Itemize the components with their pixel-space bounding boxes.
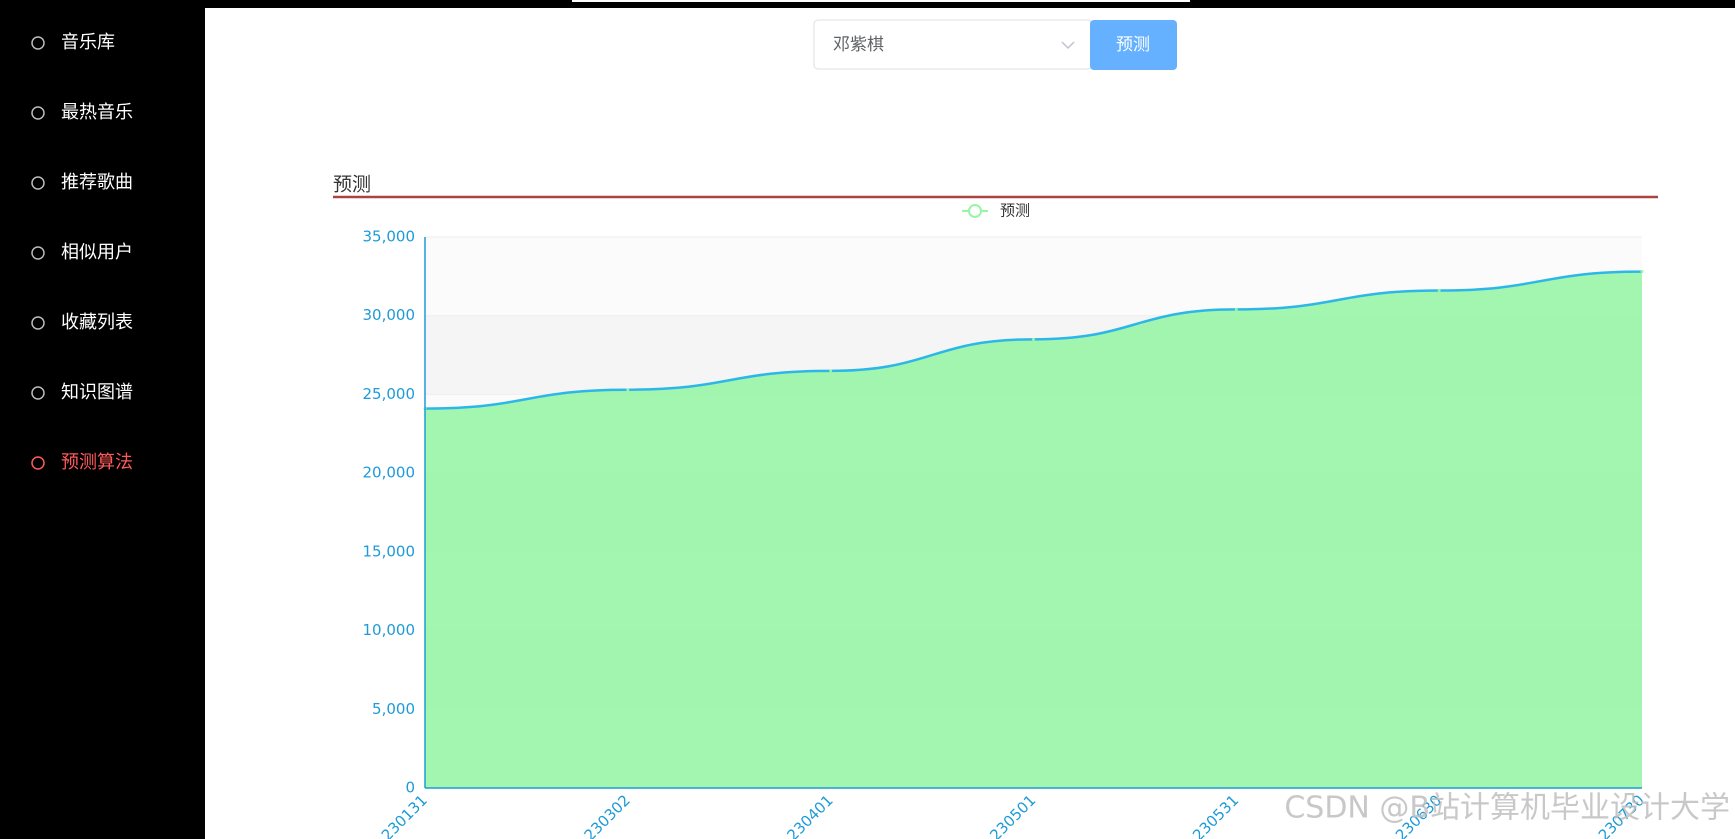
menu-item[interactable]: 最热音乐 [31,102,133,123]
menu-icon [31,246,45,260]
y-tick-label: 20,000 [363,464,416,482]
top-strip [205,0,1735,8]
menu-icon [31,456,45,470]
predict-button[interactable] [1090,20,1177,70]
point [829,369,833,373]
menu-label: 知识图谱 [61,382,133,403]
menu-item[interactable]: 音乐库 [31,32,115,53]
menu-label: 最热音乐 [61,102,133,123]
y-tick-label: 15,000 [363,542,416,560]
watermark: CSDN @B站计算机毕业设计大学 [1284,791,1730,826]
x-tick-label: 230531 [1189,791,1242,839]
y-tick-label: 30,000 [363,306,416,324]
menu-label: 收藏列表 [61,312,133,333]
y-tick-label: 10,000 [363,621,416,639]
top-strip-gap [572,0,1190,2]
point [1234,307,1238,311]
chart-title: 预测 [333,174,371,196]
x-tick-label: 230302 [581,791,634,839]
x-tick-label: 230401 [783,791,836,839]
menu-icon [31,36,45,50]
sidebar [0,0,205,839]
menu-item[interactable]: 收藏列表 [31,312,133,333]
legend-marker [968,204,982,218]
point [1640,270,1644,274]
x-tick-label: 230131 [378,791,431,839]
x-tick-label: 230501 [986,791,1039,839]
menu-item[interactable]: 推荐歌曲 [31,172,133,193]
point [1437,289,1441,293]
menu-label: 相似用户 [61,242,133,263]
y-tick-label: 5,000 [372,700,415,718]
area [425,271,1642,788]
y-tick-label: 0 [405,779,415,797]
menu-icon [31,106,45,120]
menu-item[interactable]: 相似用户 [31,242,133,263]
point [1032,337,1035,341]
menu-item[interactable]: 知识图谱 [31,382,133,403]
menu-item[interactable]: 预测算法 [31,452,133,473]
point [626,388,630,392]
menu-label: 音乐库 [61,32,115,53]
menu-label: 推荐歌曲 [61,172,133,193]
legend-label: 预测 [1000,202,1030,220]
y-tick-label: 25,000 [363,385,416,403]
menu-icon [31,316,45,330]
menu-icon [31,386,45,400]
singer-value: 邓紫棋 [833,35,884,55]
menu-label: 预测算法 [61,452,133,473]
y-tick-label: 35,000 [363,228,416,246]
menu-icon [31,176,45,190]
predict-button-label: 预测 [1116,35,1150,55]
select-arrow [1061,41,1075,50]
